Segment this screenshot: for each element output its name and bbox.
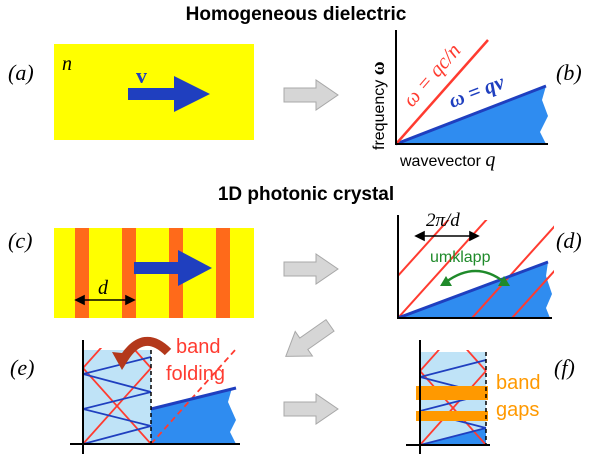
- period-arrow-icon: [74, 294, 136, 306]
- light-line: [395, 39, 489, 145]
- gray-arrow-a-to-b-icon: [283, 79, 339, 111]
- panel-label-c: (c): [8, 228, 32, 253]
- panel-d: 2π/d umklapp: [397, 210, 554, 319]
- period-label: d: [98, 277, 109, 299]
- band-folding-label-line2: folding: [166, 363, 225, 385]
- velocity-arrow-icon: [134, 250, 212, 286]
- gray-arrow-e-to-f-icon: [283, 393, 339, 425]
- umklapp-label: umklapp: [430, 249, 491, 266]
- panel-b: frequency ω wavevector q ω = qc/n ω = qv: [368, 30, 548, 171]
- umklapp-arrow-icon: [440, 269, 510, 286]
- panel-e: band folding: [70, 336, 240, 454]
- light-line-shifted: [511, 269, 554, 318]
- band-gap: [416, 386, 488, 400]
- gray-arrow-d-to-e-icon: [285, 318, 335, 357]
- brillouin-zone: [83, 350, 151, 444]
- particle-line: [395, 84, 547, 146]
- panel-label-a: (a): [8, 60, 34, 85]
- band-gaps-label-line2: gaps: [496, 399, 539, 421]
- velocity-label: v: [136, 63, 147, 88]
- b-y-axis-label: frequency ω: [368, 61, 389, 150]
- band-folding-label-line1: band: [176, 336, 221, 358]
- crystal-stripe: [216, 228, 230, 318]
- folding-arrow-icon: [112, 337, 172, 370]
- panel-label-d: (d): [556, 228, 582, 253]
- light-line-shifted: [398, 220, 450, 278]
- panel-a: n v: [54, 44, 254, 140]
- reciprocal-period-arrow-icon: [414, 230, 480, 242]
- particle-line: [398, 260, 549, 318]
- particle-cone: [151, 388, 236, 444]
- panel-label-b: (b): [556, 60, 582, 85]
- panel-c: d: [54, 228, 254, 318]
- light-line-shifted: [471, 225, 554, 318]
- gray-arrow-c-to-d-icon: [283, 253, 339, 285]
- band-gap: [416, 411, 488, 421]
- panel-label-e: (e): [10, 355, 34, 380]
- crystal-stripe: [122, 228, 136, 318]
- velocity-arrow-icon: [128, 76, 210, 112]
- title-photonic-crystal: 1D photonic crystal: [218, 184, 394, 205]
- title-homogeneous: Homogeneous dielectric: [186, 4, 407, 25]
- refractive-index-label: n: [62, 53, 72, 75]
- crystal-stripe: [75, 228, 89, 318]
- band-gaps-label-line1: band: [496, 372, 541, 394]
- b-x-axis-label: wavevector q: [399, 149, 495, 171]
- reciprocal-period-label: 2π/d: [426, 210, 460, 231]
- panel-label-f: (f): [554, 355, 575, 380]
- panel-f: band gaps: [406, 340, 541, 454]
